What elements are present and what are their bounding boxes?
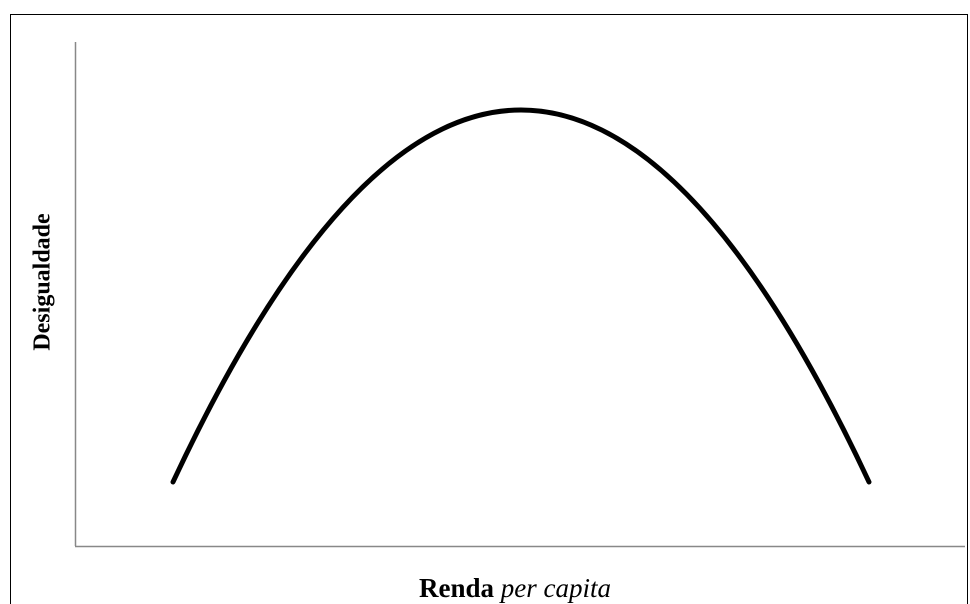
frame	[10, 14, 968, 604]
x-axis-label-italic: per capita	[499, 573, 611, 603]
y-axis-label: Desigualdade	[30, 213, 56, 351]
x-axis-label: Renda per capita	[419, 573, 611, 603]
x-axis-label-main: Renda	[419, 573, 495, 603]
curve	[170, 107, 872, 485]
